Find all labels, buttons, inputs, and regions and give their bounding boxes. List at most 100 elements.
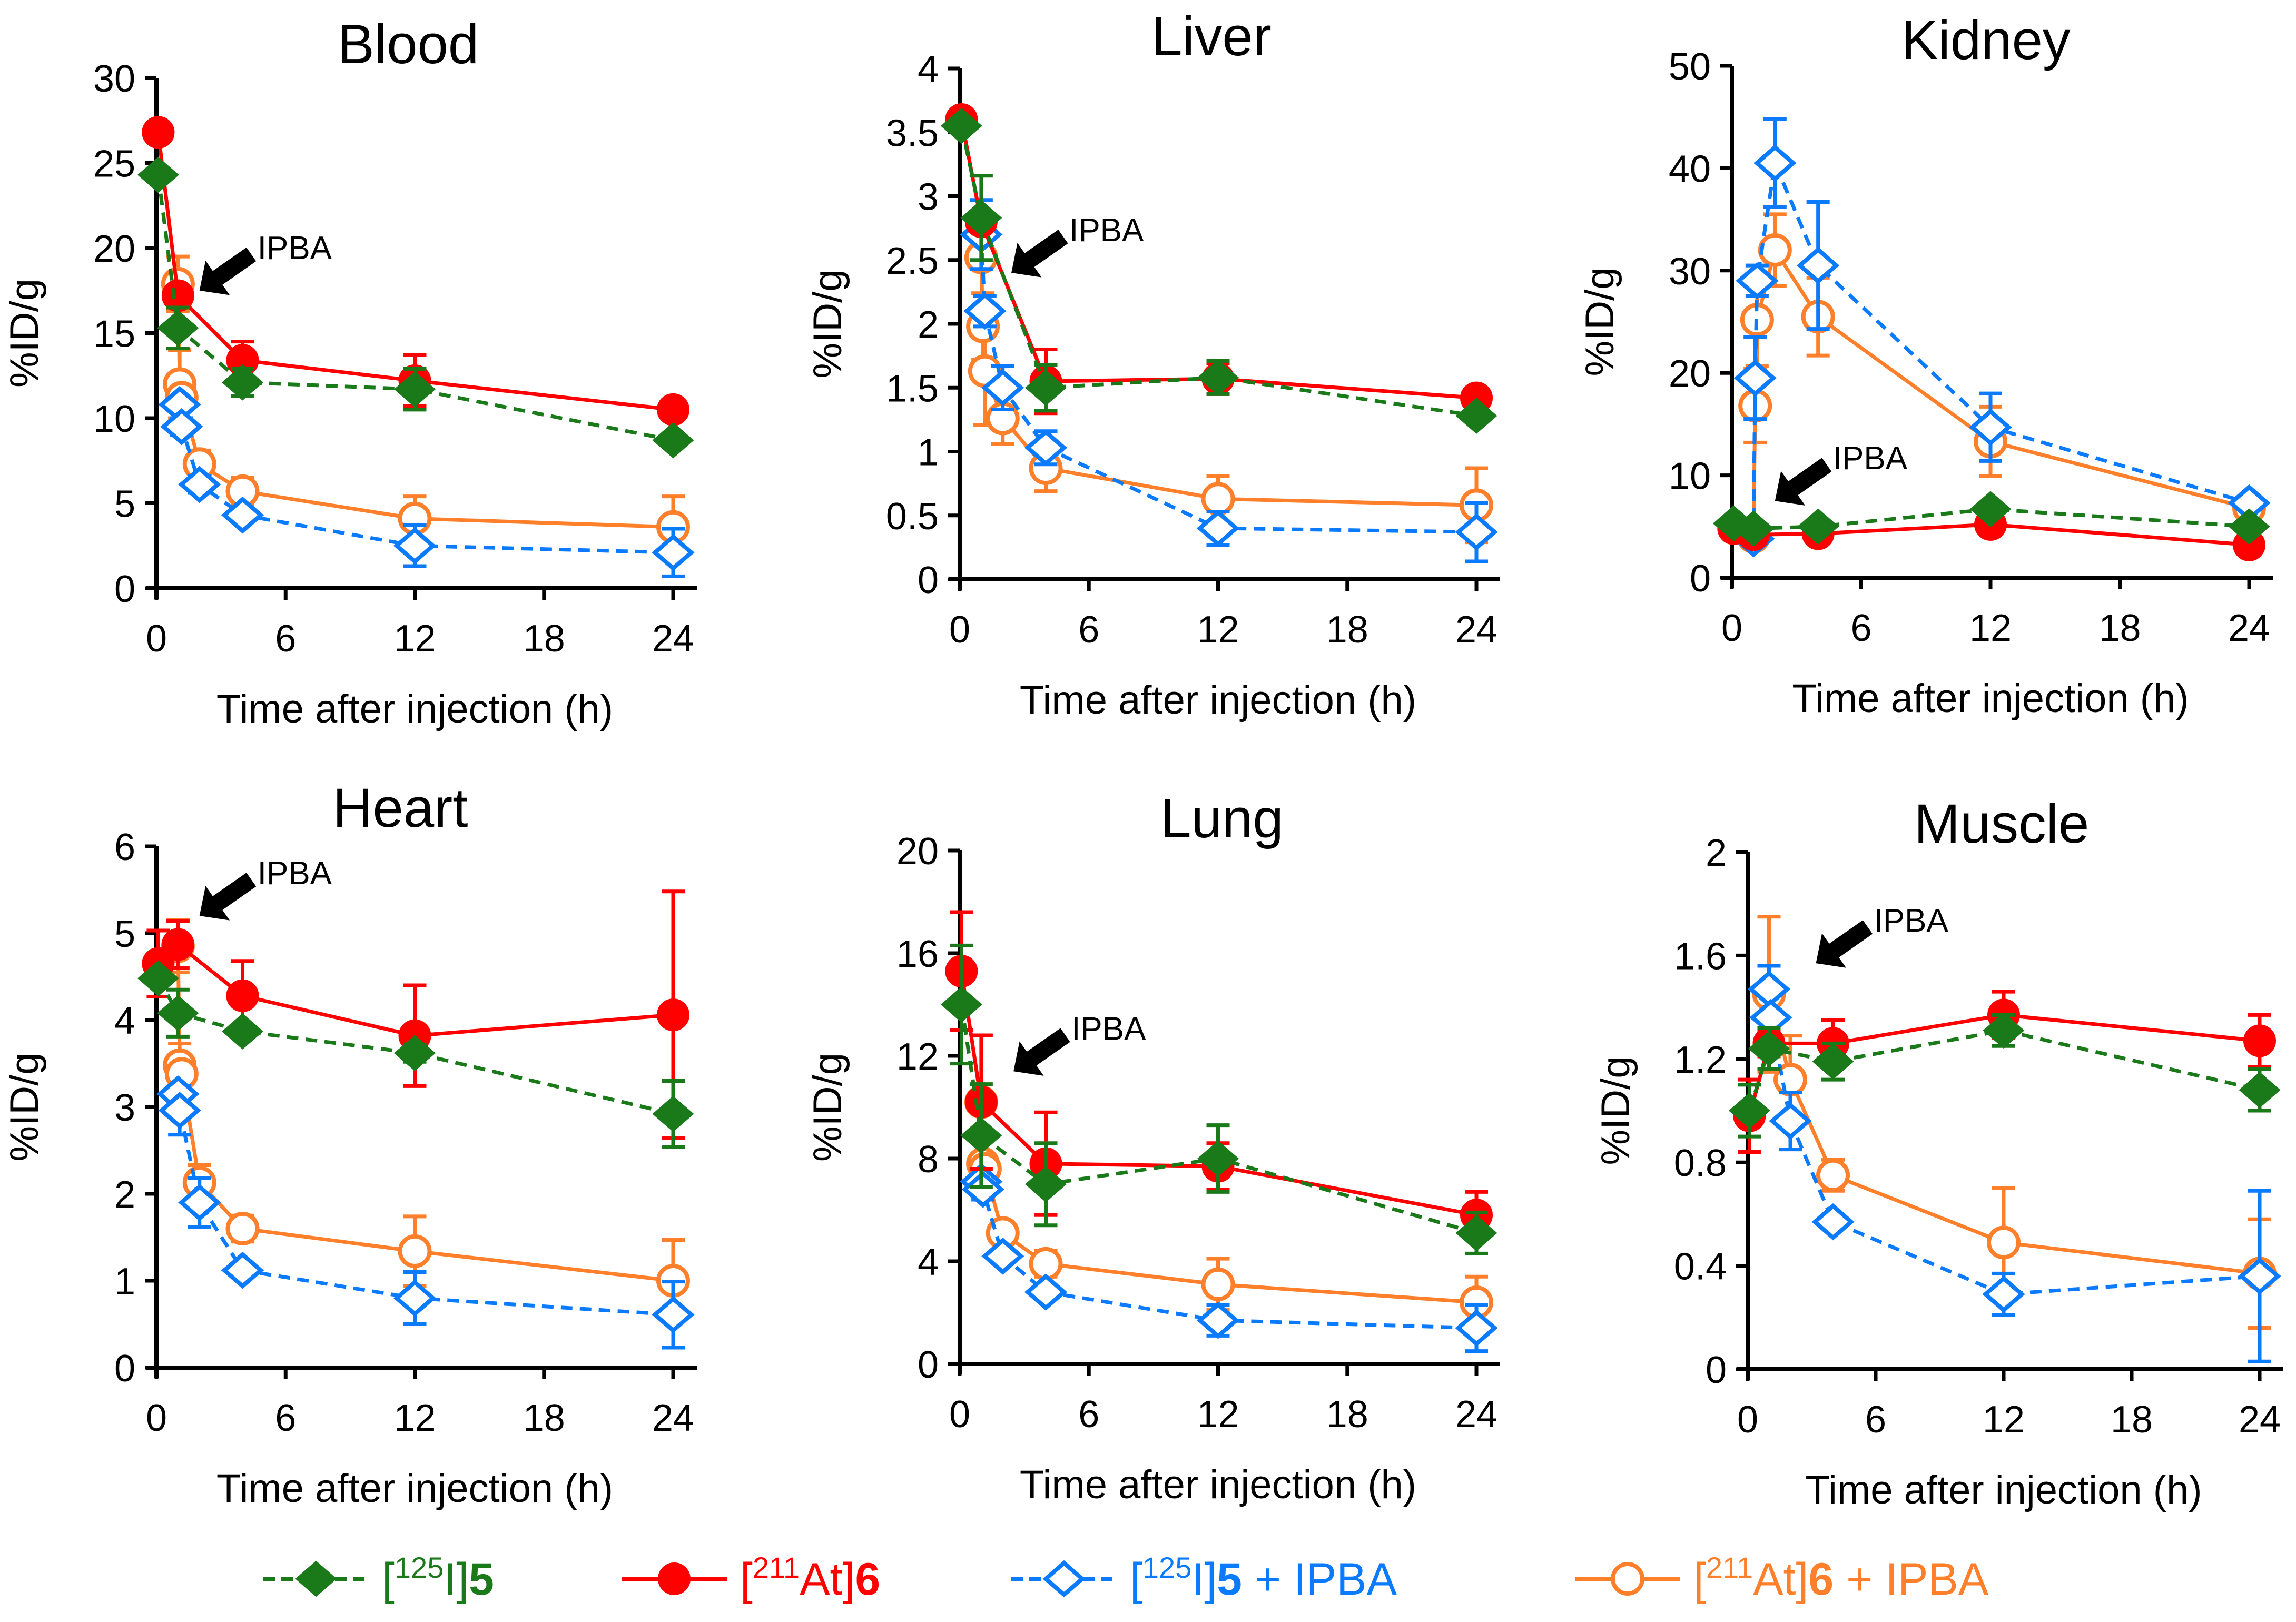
data-point — [1987, 1225, 2021, 1260]
y-tick-label: 2 — [918, 304, 939, 346]
panel-liver: Liver 0 0.5 1 1.5 2 2.5 3 3.5 4 0 6 12 18 24 Time after… — [805, 6, 1500, 723]
legend-item: [125I]5 — [263, 1551, 494, 1605]
data-point — [1201, 1267, 1235, 1301]
data-point — [1025, 369, 1067, 406]
panel-blood: Blood 0 5 10 15 20 25 30 0 6 12 18 24 Time after inje… — [2, 14, 697, 731]
x-tick-label: 18 — [1326, 609, 1368, 651]
y-axis-label: %ID/g — [805, 1053, 850, 1162]
y-tick-label: 1.6 — [1674, 935, 1727, 977]
x-tick-label: 0 — [146, 1397, 167, 1439]
x-axis-label: Time after injection (h) — [1020, 678, 1416, 723]
x-tick-label: 12 — [1197, 1393, 1239, 1436]
x-tick-label: 6 — [1078, 1393, 1099, 1436]
data-point — [160, 408, 203, 446]
data-point — [940, 107, 982, 144]
ipba-arrow-icon — [1816, 920, 1873, 968]
y-tick-label: 2 — [114, 1174, 135, 1216]
series-i125-5 — [940, 943, 1497, 1255]
y-tick-label: 0 — [1690, 558, 1711, 600]
data-point — [1811, 1203, 1855, 1241]
ipba-annotation-label: IPBA — [258, 230, 332, 266]
data-point — [394, 1035, 436, 1072]
data-point — [2238, 1257, 2281, 1295]
x-tick-label: 6 — [275, 1397, 296, 1439]
panel-title: Kidney — [1901, 9, 2071, 71]
arrow-shape — [199, 247, 257, 295]
y-axis-label: %ID/g — [1593, 1056, 1638, 1165]
x-tick-label: 12 — [1197, 609, 1239, 651]
data-point — [1797, 246, 1840, 284]
series-i125-5 — [1712, 491, 2270, 547]
panel-kidney: Kidney 0 10 20 30 40 50 0 6 12 18 24 Time after inje… — [1578, 9, 2273, 721]
series-i125-5 — [1728, 1012, 2281, 1139]
legend-marker-icon — [1611, 1562, 1644, 1596]
data-point — [158, 1092, 201, 1129]
series-line — [1748, 1028, 2260, 1112]
data-point — [2243, 1024, 2276, 1057]
data-point — [652, 533, 695, 571]
data-point — [1736, 262, 1779, 300]
y-tick-label: 12 — [896, 1036, 939, 1078]
y-axis-label: %ID/g — [1578, 268, 1622, 377]
legend-item: [211At]6 — [622, 1551, 880, 1605]
data-point — [1753, 144, 1797, 182]
data-point — [960, 200, 1002, 236]
data-point — [1982, 1275, 2025, 1313]
data-point — [1196, 509, 1240, 547]
x-tick-label: 0 — [949, 1393, 970, 1436]
data-point — [398, 1234, 432, 1268]
ipba-arrow-icon — [1011, 230, 1068, 278]
series-i125-5-ipba — [1747, 964, 2281, 1363]
data-point — [1983, 1012, 2025, 1049]
x-tick-label: 12 — [1983, 1399, 2025, 1441]
data-point — [221, 496, 264, 534]
ipba-arrow-icon — [1775, 458, 1832, 506]
x-tick-label: 0 — [1721, 607, 1742, 649]
y-tick-label: 0 — [918, 1344, 939, 1386]
data-point — [142, 116, 175, 149]
y-tick-label: 1 — [114, 1261, 135, 1303]
y-tick-label: 4 — [918, 48, 939, 91]
y-tick-label: 4 — [918, 1241, 939, 1283]
ipba-annotation-label: IPBA — [1069, 212, 1144, 249]
x-axis-label: Time after injection (h) — [216, 1466, 613, 1511]
arrow-shape — [1011, 230, 1068, 278]
data-point — [1197, 1140, 1239, 1177]
data-point — [2239, 1072, 2281, 1109]
data-point — [221, 1251, 264, 1289]
data-point — [961, 1171, 1004, 1208]
data-point — [178, 466, 221, 503]
y-tick-label: 0.4 — [1674, 1246, 1727, 1288]
x-tick-label: 6 — [1865, 1399, 1886, 1441]
data-point — [1201, 482, 1235, 516]
data-point — [1024, 429, 1068, 467]
data-point — [657, 998, 689, 1032]
y-axis-label: %ID/g — [805, 270, 850, 379]
x-tick-label: 24 — [652, 1397, 694, 1439]
panel-title: Lung — [1160, 788, 1284, 849]
data-point — [1812, 1043, 1854, 1080]
y-tick-label: 40 — [1669, 148, 1711, 190]
x-tick-label: 24 — [2239, 1399, 2281, 1441]
x-axis-label: Time after injection (h) — [1020, 1462, 1416, 1507]
arrow-shape — [1775, 458, 1832, 506]
x-axis-label: Time after injection (h) — [1805, 1468, 2202, 1512]
y-tick-label: 2.5 — [886, 240, 939, 282]
data-point — [1024, 1273, 1068, 1311]
y-tick-label: 15 — [93, 313, 135, 355]
y-tick-label: 2 — [1706, 832, 1727, 874]
y-tick-label: 5 — [114, 483, 135, 526]
data-point — [1025, 1166, 1067, 1203]
x-tick-label: 18 — [523, 618, 565, 660]
data-point — [157, 310, 199, 347]
y-tick-label: 16 — [896, 933, 939, 975]
y-tick-label: 20 — [93, 228, 135, 270]
data-point — [226, 979, 259, 1012]
data-point — [940, 986, 982, 1023]
series-i125-5-ipba — [1732, 117, 2271, 558]
x-tick-label: 12 — [1969, 607, 2012, 649]
x-tick-label: 18 — [1326, 1393, 1368, 1436]
y-tick-label: 5 — [114, 913, 135, 955]
y-tick-label: 0.8 — [1674, 1142, 1727, 1184]
